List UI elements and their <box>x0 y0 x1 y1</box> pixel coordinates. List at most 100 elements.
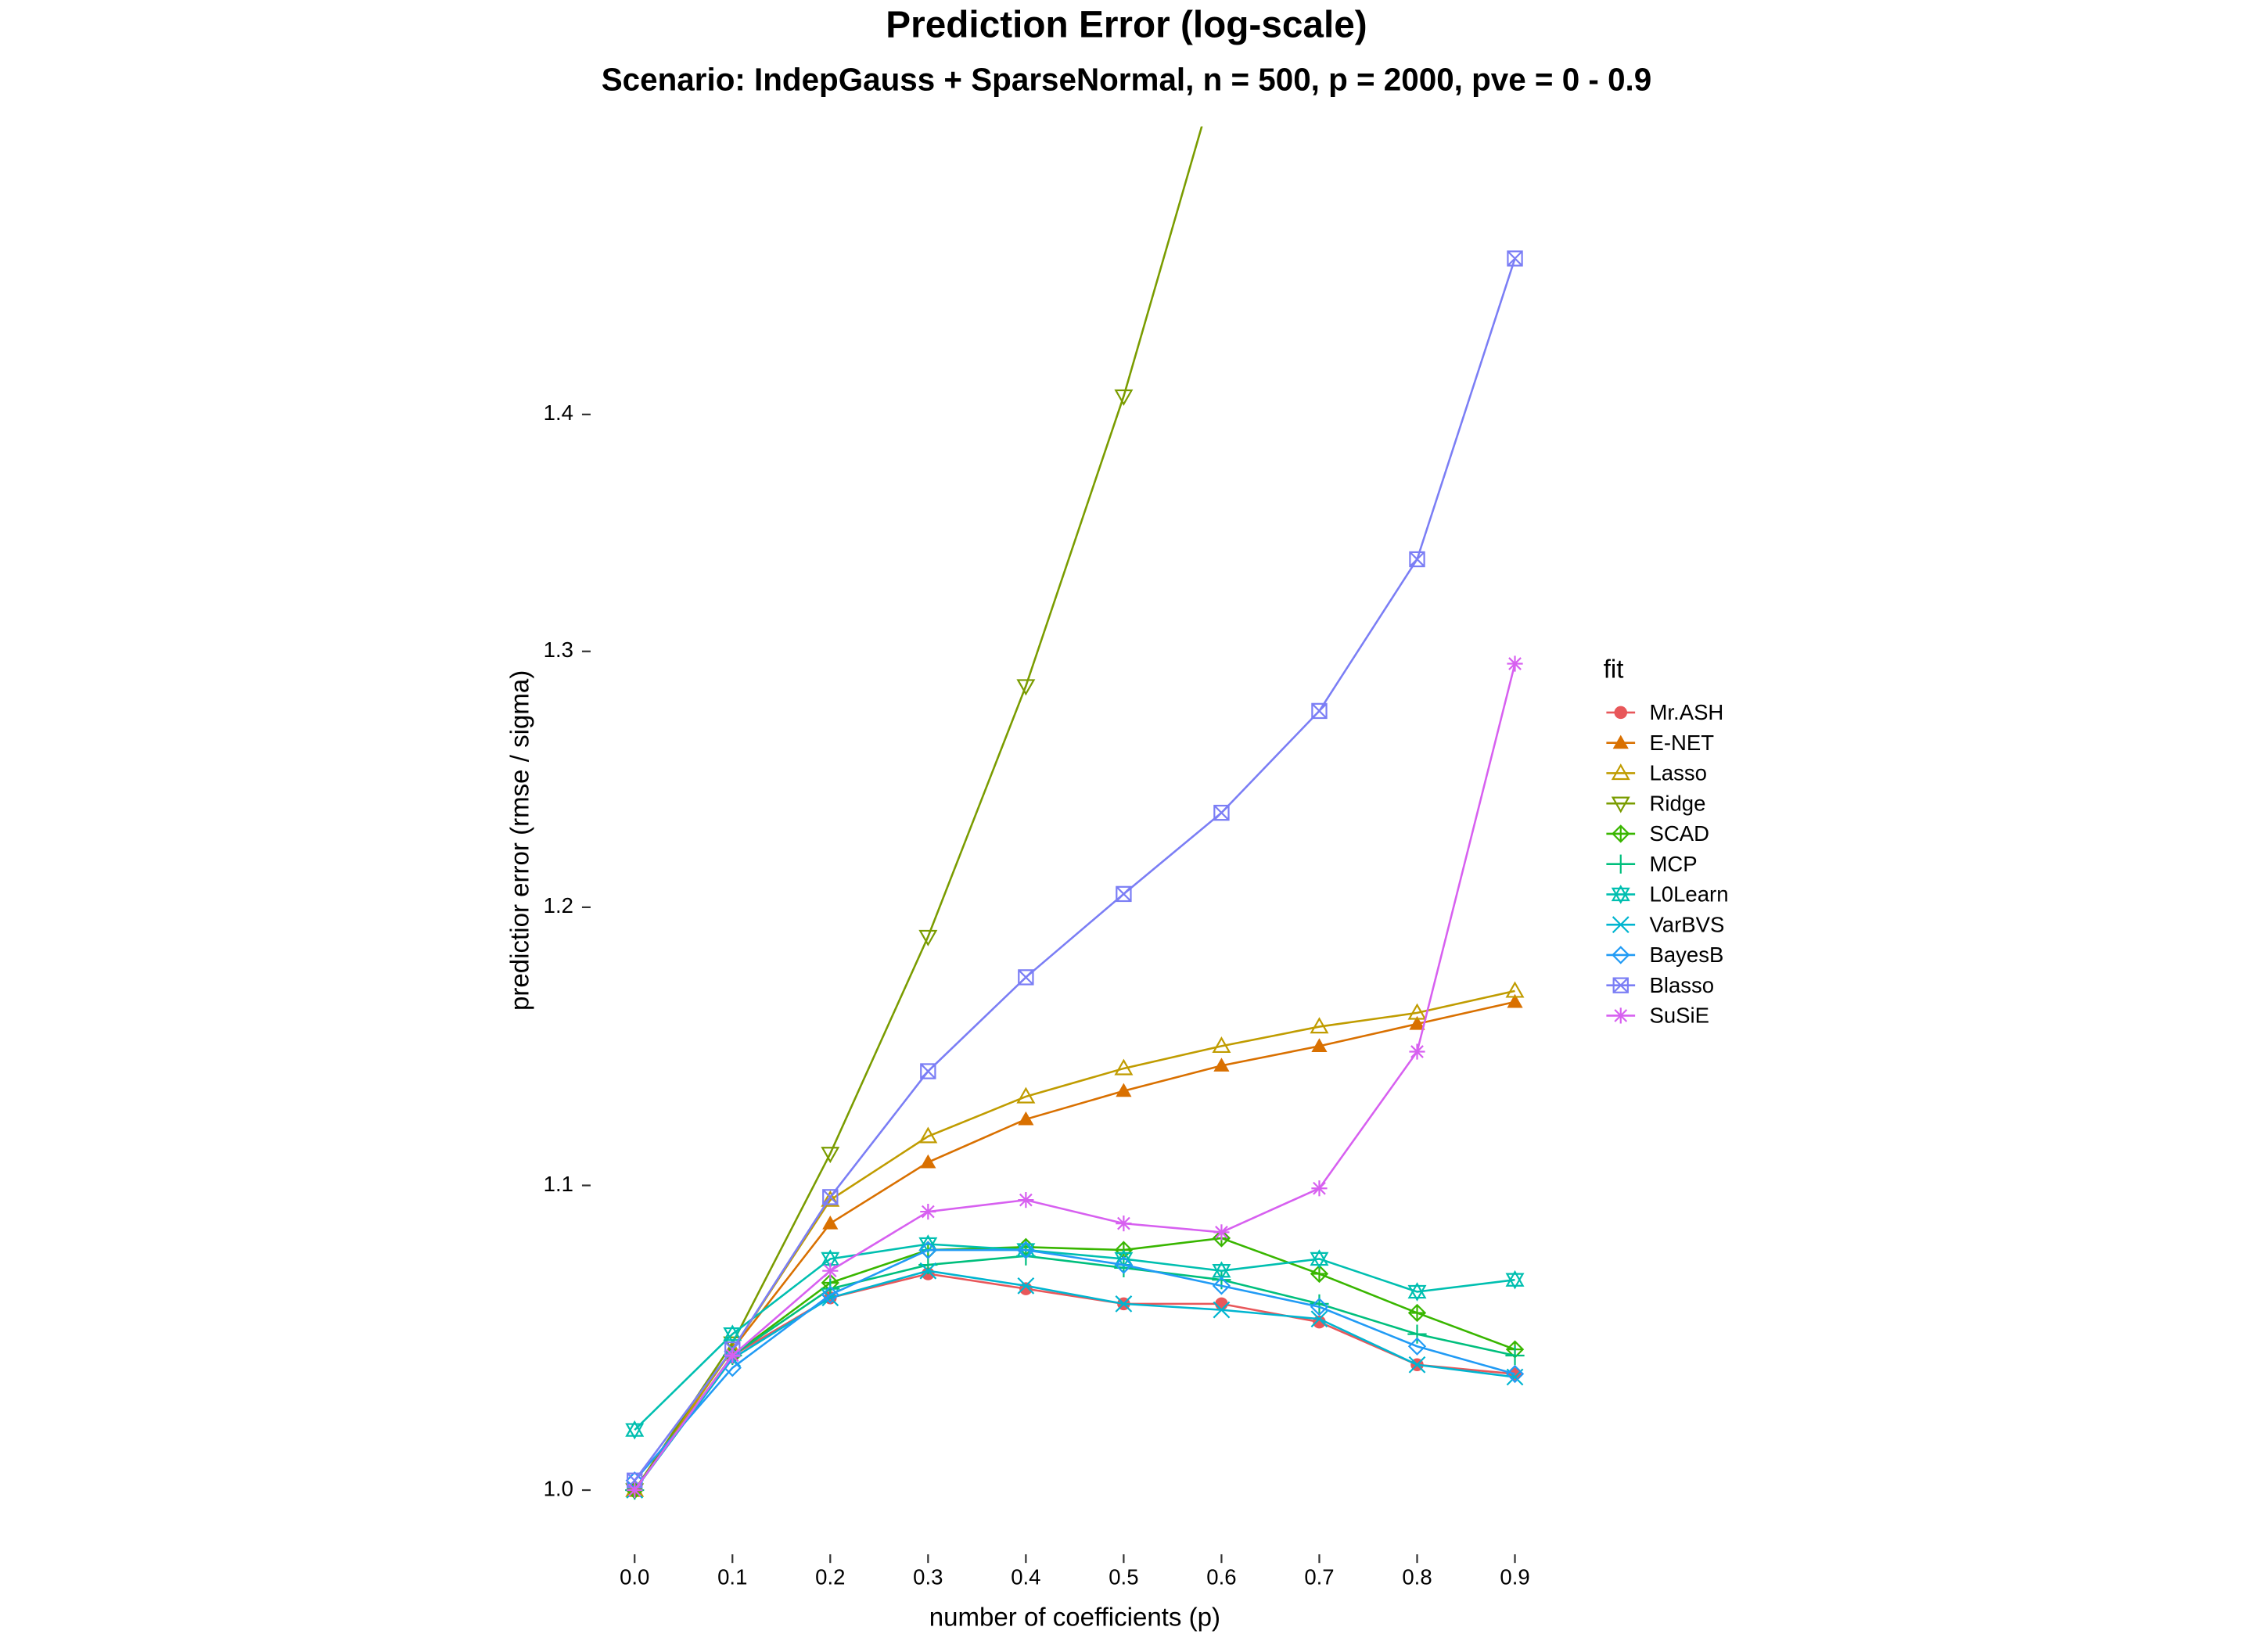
legend-key-marker <box>1612 824 1630 843</box>
series-line <box>634 989 1515 1491</box>
legend-label: SuSiE <box>1649 1004 1709 1028</box>
marker-part <box>918 1126 938 1144</box>
marker-part <box>1017 1277 1035 1295</box>
marker-part <box>1212 1036 1231 1054</box>
marker-part <box>1311 703 1328 719</box>
marker-part <box>919 1262 937 1280</box>
x-tick-label: 0.9 <box>1500 1565 1529 1589</box>
legend-label: Blasso <box>1649 973 1714 997</box>
marker-part <box>1407 1282 1427 1299</box>
legend-key-marker <box>1612 1007 1629 1024</box>
marker-part <box>1215 1297 1228 1311</box>
marker-part <box>1507 250 1523 267</box>
legend-key-marker <box>1612 946 1630 964</box>
marker-part <box>1611 885 1630 902</box>
marker <box>920 1154 936 1169</box>
x-tick-label: 0.5 <box>1109 1565 1138 1589</box>
legend-key-marker <box>1612 734 1629 749</box>
marker-part <box>1212 1277 1231 1295</box>
marker <box>920 1063 936 1079</box>
marker-part <box>1410 1045 1424 1058</box>
marker-part <box>918 1241 937 1259</box>
marker <box>1507 655 1523 672</box>
marker-part <box>821 1285 839 1305</box>
x-tick-label: 0.2 <box>815 1565 845 1589</box>
series-line <box>634 1248 1515 1481</box>
marker <box>822 1189 839 1205</box>
marker-part <box>1114 1058 1134 1076</box>
chart-title: Prediction Error (log-scale) <box>886 5 1367 46</box>
marker-part <box>1018 1111 1034 1126</box>
marker <box>1505 1364 1525 1384</box>
x-tick-label: 0.7 <box>1304 1565 1334 1589</box>
marker-part <box>1116 885 1132 903</box>
marker <box>1507 993 1523 1008</box>
marker-part <box>920 1063 936 1079</box>
marker-part <box>1408 1356 1426 1374</box>
marker <box>1212 1036 1231 1054</box>
marker-part <box>1213 1301 1231 1319</box>
series-line <box>634 663 1516 1491</box>
marker-part <box>723 1327 742 1344</box>
marker <box>822 1262 839 1279</box>
marker-part <box>723 1359 742 1377</box>
marker <box>1212 1277 1231 1295</box>
marker <box>1213 1224 1230 1241</box>
marker <box>1018 969 1034 986</box>
marker-part <box>1116 1083 1132 1097</box>
marker <box>919 1262 937 1280</box>
marker-part <box>1409 1015 1425 1030</box>
marker <box>1114 1255 1134 1274</box>
series-line <box>634 1243 1515 1431</box>
marker-part <box>1505 1364 1525 1384</box>
marker-part <box>1611 887 1630 904</box>
marker-part <box>1311 1038 1328 1052</box>
marker-part <box>1310 1249 1329 1266</box>
marker-part <box>823 1264 837 1278</box>
marker <box>1407 1324 1427 1344</box>
marker-part <box>821 1252 840 1269</box>
marker <box>1018 1111 1034 1126</box>
marker <box>1310 1294 1329 1314</box>
marker-part <box>627 1483 641 1497</box>
marker-part <box>625 1420 645 1437</box>
legend-key-marker <box>1612 916 1630 934</box>
series-line <box>634 1237 1515 1491</box>
legend-key-marker <box>1611 763 1630 781</box>
marker <box>1114 389 1134 406</box>
marker <box>918 1126 938 1144</box>
x-tick-label: 0.6 <box>1206 1565 1236 1589</box>
marker-part <box>625 1423 645 1440</box>
marker <box>1409 551 1425 568</box>
marker <box>1311 702 1328 720</box>
marker <box>1114 1058 1134 1076</box>
marker <box>1116 885 1132 903</box>
chart-subtitle: Scenario: IndepGauss + SparseNormal, n =… <box>602 61 1652 97</box>
marker <box>821 1285 839 1305</box>
marker-part <box>1611 763 1630 781</box>
x-axis-label: number of coefficients (p) <box>929 1603 1220 1632</box>
marker-part <box>1611 796 1630 813</box>
marker-part <box>1612 824 1630 843</box>
marker <box>1505 1270 1525 1290</box>
marker <box>822 1215 839 1230</box>
marker-part <box>1310 1252 1329 1269</box>
legend-key-marker <box>1611 854 1630 874</box>
marker-part <box>1215 1226 1228 1239</box>
x-tick-label: 0.0 <box>620 1565 649 1589</box>
marker-part <box>1409 551 1425 568</box>
marker-part <box>1407 1337 1427 1356</box>
y-tick-label: 1.0 <box>544 1476 573 1500</box>
marker <box>1016 1086 1036 1104</box>
x-tick-label: 0.8 <box>1402 1565 1432 1589</box>
marker <box>625 1420 645 1440</box>
marker <box>1310 1017 1329 1034</box>
marker-part <box>1018 969 1034 986</box>
marker-part <box>1612 946 1630 964</box>
marker <box>627 1481 643 1499</box>
marker <box>1016 679 1036 696</box>
series-line <box>634 1270 1515 1491</box>
y-tick-label: 1.3 <box>544 637 573 662</box>
marker-part <box>821 1147 840 1164</box>
